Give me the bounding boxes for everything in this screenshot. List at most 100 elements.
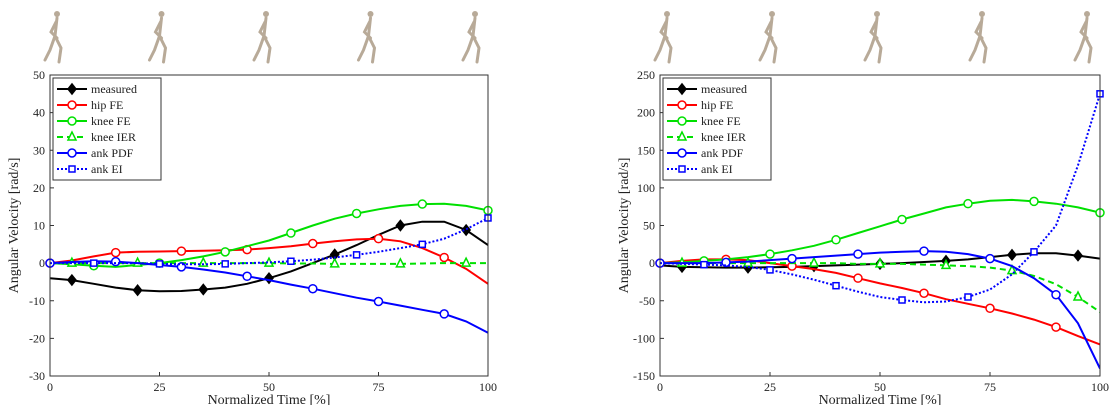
marker bbox=[66, 273, 77, 287]
runner-figure bbox=[357, 11, 377, 64]
x-tick-label: 50 bbox=[263, 380, 275, 394]
figure-head bbox=[263, 11, 269, 17]
legend-label: knee FE bbox=[91, 114, 131, 128]
figure-head bbox=[1084, 11, 1090, 17]
marker bbox=[963, 198, 973, 209]
figure-arm bbox=[258, 20, 268, 40]
marker bbox=[1029, 196, 1039, 207]
x-tick-label: 0 bbox=[47, 380, 53, 394]
marker bbox=[1072, 290, 1084, 301]
figure-leg bbox=[663, 34, 673, 64]
figure-head bbox=[54, 11, 60, 17]
figure-leg bbox=[653, 34, 667, 62]
figure-arm bbox=[1079, 20, 1089, 40]
marker bbox=[1007, 248, 1017, 262]
marker bbox=[439, 309, 449, 319]
marker bbox=[897, 214, 907, 225]
figure-arm bbox=[467, 20, 477, 40]
figure-head bbox=[769, 11, 775, 17]
y-tick-label: -50 bbox=[639, 294, 655, 308]
figure-arm bbox=[153, 20, 163, 40]
runner-figure bbox=[863, 11, 883, 64]
marker bbox=[853, 273, 863, 283]
series-line bbox=[50, 202, 488, 268]
marker bbox=[67, 116, 77, 126]
y-tick-label: 200 bbox=[637, 106, 655, 120]
marker bbox=[132, 284, 143, 297]
figure-leg bbox=[1073, 34, 1087, 62]
figure-leg bbox=[1083, 34, 1093, 64]
marker bbox=[67, 148, 77, 158]
figure-arm bbox=[869, 20, 879, 40]
marker bbox=[395, 219, 406, 232]
figure-arm bbox=[659, 20, 669, 40]
y-tick-label: -150 bbox=[633, 369, 655, 383]
y-axis-label: Angular Velocity [rad/s] bbox=[617, 158, 632, 294]
legend-label: ank PDF bbox=[91, 146, 134, 160]
x-axis-label: Normalized Time [%] bbox=[819, 393, 942, 405]
runner-figure bbox=[43, 11, 63, 64]
marker bbox=[700, 260, 708, 269]
marker bbox=[940, 258, 952, 270]
marker bbox=[678, 165, 686, 173]
marker bbox=[677, 100, 687, 110]
runner-figure bbox=[653, 11, 673, 64]
y-tick-label: -100 bbox=[633, 331, 655, 345]
marker bbox=[68, 165, 76, 173]
marker bbox=[831, 235, 841, 245]
marker bbox=[373, 233, 384, 244]
marker bbox=[677, 116, 687, 126]
figure-leg bbox=[53, 34, 63, 64]
marker bbox=[677, 148, 687, 158]
legend-box bbox=[662, 77, 772, 181]
figure-head bbox=[367, 11, 374, 17]
marker bbox=[198, 283, 209, 296]
series-line bbox=[50, 217, 488, 266]
y-tick-label: 0 bbox=[39, 256, 45, 270]
marker bbox=[765, 249, 775, 259]
marker bbox=[395, 257, 406, 268]
figure-leg bbox=[461, 34, 475, 62]
marker bbox=[221, 260, 229, 268]
figure-head bbox=[472, 11, 478, 17]
y-axis-label: Angular Velocity [rad/s] bbox=[7, 158, 22, 294]
legend-box bbox=[52, 77, 162, 181]
marker bbox=[853, 249, 863, 259]
figure-leg bbox=[43, 34, 57, 62]
x-tick-label: 50 bbox=[874, 380, 886, 394]
figure-leg bbox=[252, 34, 266, 62]
marker bbox=[308, 283, 318, 294]
figure-leg bbox=[768, 34, 778, 64]
marker bbox=[919, 288, 929, 298]
x-tick-label: 0 bbox=[657, 380, 663, 394]
figure-arm bbox=[974, 20, 984, 40]
marker bbox=[287, 257, 295, 265]
axes-frame bbox=[659, 74, 1101, 377]
runner-figure bbox=[148, 11, 168, 64]
legend-label: knee FE bbox=[701, 114, 741, 128]
marker bbox=[242, 271, 252, 282]
x-tick-label: 100 bbox=[1091, 380, 1109, 394]
figure-head bbox=[664, 11, 670, 17]
y-tick-label: -20 bbox=[29, 331, 45, 345]
marker bbox=[67, 100, 77, 110]
y-tick-label: 10 bbox=[33, 219, 45, 233]
runner-figure bbox=[758, 11, 778, 64]
figure-leg bbox=[357, 34, 370, 62]
marker bbox=[460, 256, 472, 267]
runner-figure bbox=[968, 11, 988, 64]
marker bbox=[1030, 248, 1038, 256]
y-tick-label: 0 bbox=[649, 256, 655, 270]
marker bbox=[198, 256, 209, 267]
figure-head bbox=[874, 11, 880, 17]
marker bbox=[1051, 289, 1061, 300]
marker bbox=[964, 293, 972, 301]
y-tick-label: 40 bbox=[33, 106, 45, 120]
marker bbox=[176, 246, 187, 256]
legend-label: knee IER bbox=[701, 130, 746, 144]
figure-head bbox=[158, 11, 165, 17]
marker bbox=[351, 208, 362, 219]
axes-frame bbox=[49, 74, 489, 377]
series-line bbox=[50, 237, 488, 285]
